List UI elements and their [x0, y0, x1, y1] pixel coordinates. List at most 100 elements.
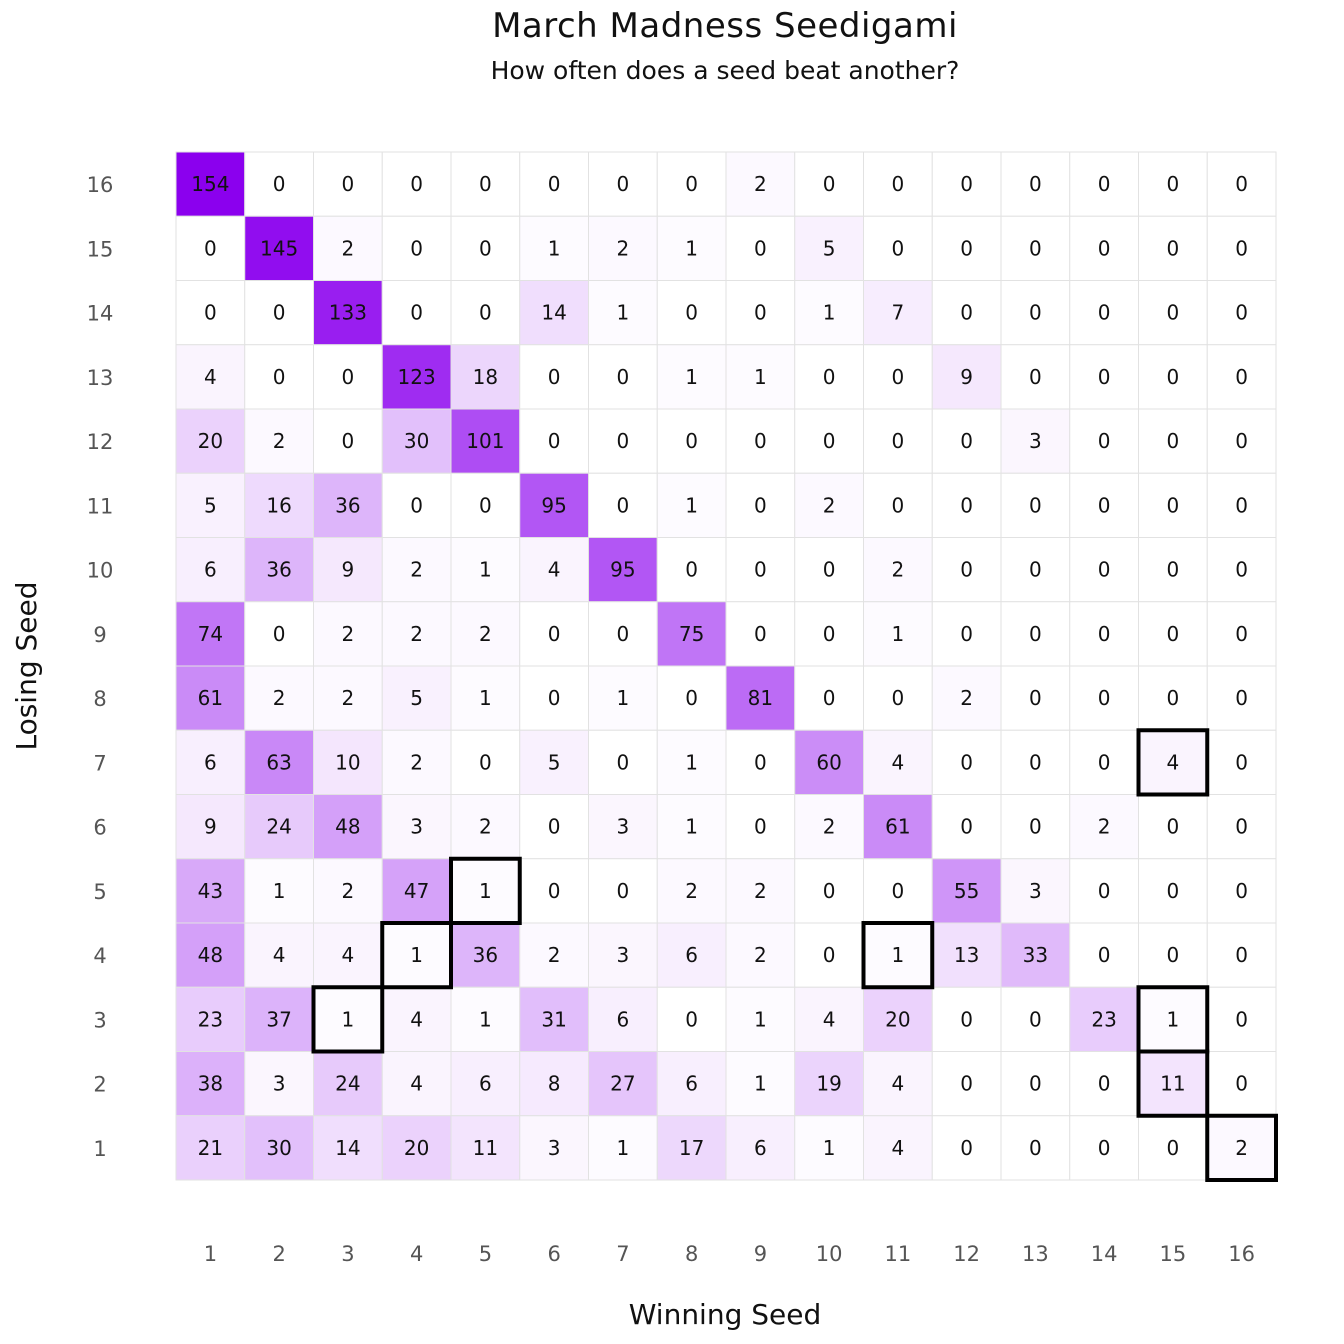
heatmap-cell [1206, 858, 1277, 924]
x-tick-label: 11 [885, 1242, 912, 1266]
cell-value-label: 9 [960, 365, 973, 389]
x-tick-label: 6 [547, 1242, 560, 1266]
heatmap-cell [725, 986, 796, 1052]
cell-value-label: 0 [1235, 301, 1248, 325]
cell-value-label: 0 [548, 429, 561, 453]
cell-value-label: 0 [273, 365, 286, 389]
cell-value-label: 0 [1235, 686, 1248, 710]
heatmap-cell [1069, 858, 1139, 924]
cell-value-label: 0 [1029, 172, 1042, 196]
cell-value-label: 2 [410, 750, 423, 774]
cell-value-label: 4 [204, 365, 217, 389]
heatmap-cell [1206, 986, 1277, 1052]
heatmap-cell [244, 1115, 314, 1181]
cell-value-label: 0 [617, 622, 630, 646]
y-tick-label: 9 [93, 623, 106, 647]
heatmap-cell [863, 1051, 933, 1117]
y-tick-label: 14 [87, 302, 114, 326]
heatmap-cell [1206, 472, 1277, 538]
cell-value-label: 0 [1029, 750, 1042, 774]
heatmap-cell [1000, 1115, 1071, 1181]
heatmap-cell [588, 729, 658, 795]
heatmap-cell [175, 665, 246, 731]
cell-value-label: 1 [892, 943, 905, 967]
cell-value-label: 0 [960, 1072, 973, 1096]
heatmap-cell [794, 922, 864, 988]
heatmap-cell [1138, 1051, 1208, 1117]
heatmap-cell [1069, 215, 1139, 281]
heatmap-cell [1138, 1115, 1208, 1181]
cell-value-label: 2 [342, 879, 355, 903]
y-tick-label: 7 [93, 751, 106, 775]
cell-value-label: 0 [754, 493, 767, 517]
cell-value-label: 0 [685, 301, 698, 325]
cell-value-label: 9 [204, 815, 217, 839]
cell-value-label: 0 [823, 686, 836, 710]
cell-value-label: 133 [329, 301, 367, 325]
x-axis-ticks: 1 2 3 4 5 6 7 8 9 10 11 12 13 14 15 16 [204, 1242, 1255, 1266]
heatmap-cell [656, 215, 727, 281]
x-tick-label: 12 [953, 1242, 980, 1266]
heatmap-cell [794, 729, 864, 795]
heatmap-cell [794, 408, 864, 474]
y-tick-label: 6 [93, 816, 106, 840]
heatmap-cell [1000, 794, 1071, 860]
heatmap-cell [1000, 729, 1071, 795]
heatmap-cell [381, 472, 452, 538]
heatmap-cell [1000, 408, 1071, 474]
cell-value-label: 3 [548, 1136, 561, 1160]
heatmap-cell [794, 1115, 864, 1181]
heatmap-cell [656, 151, 727, 217]
heatmap-cell [588, 408, 658, 474]
cell-value-label: 0 [1235, 493, 1248, 517]
cell-value-label: 0 [410, 172, 423, 196]
heatmap-cell [1206, 729, 1277, 795]
cell-value-label: 1 [342, 1007, 355, 1031]
heatmap-cell [1069, 729, 1139, 795]
cell-value-label: 30 [266, 1136, 291, 1160]
cell-value-label: 61 [885, 815, 910, 839]
cell-value-label: 61 [198, 686, 223, 710]
cell-value-label: 0 [617, 365, 630, 389]
cell-value-label: 38 [198, 1072, 223, 1096]
heatmap-cell [1206, 601, 1277, 667]
cell-value-label: 0 [960, 301, 973, 325]
cell-value-label: 48 [335, 815, 360, 839]
cell-value-label: 0 [823, 879, 836, 903]
heatmap-cell [1069, 794, 1139, 860]
cell-value-label: 0 [754, 750, 767, 774]
cell-value-label: 0 [410, 236, 423, 260]
y-tick-label: 11 [87, 494, 114, 518]
heatmap-cell [863, 858, 933, 924]
cell-value-label: 11 [473, 1136, 498, 1160]
cell-value-label: 2 [342, 686, 355, 710]
heatmap-cell [175, 858, 246, 924]
heatmap-cell [794, 858, 864, 924]
cell-value-label: 2 [617, 236, 630, 260]
cell-value-label: 0 [685, 1007, 698, 1031]
cell-value-label: 0 [410, 493, 423, 517]
heatmap-cell [519, 1115, 589, 1181]
heatmap-cell [725, 1115, 796, 1181]
cell-value-label: 33 [1023, 943, 1048, 967]
y-axis-label: Losing Seed [10, 581, 43, 750]
cell-value-label: 0 [1098, 622, 1111, 646]
cell-value-label: 0 [479, 301, 492, 325]
heatmap-cell [656, 280, 727, 346]
cell-value-label: 0 [960, 429, 973, 453]
cell-value-label: 23 [198, 1007, 223, 1031]
x-tick-label: 16 [1228, 1242, 1255, 1266]
cell-value-label: 1 [754, 365, 767, 389]
x-tick-label: 1 [204, 1242, 217, 1266]
cell-value-label: 30 [404, 429, 429, 453]
heatmap-cell [381, 729, 452, 795]
cell-value-label: 0 [1167, 879, 1180, 903]
heatmap-cell [381, 280, 452, 346]
heatmap-cell [794, 151, 864, 217]
heatmap-cell [588, 344, 658, 410]
cell-value-label: 0 [1029, 815, 1042, 839]
heatmap-cell [931, 601, 1002, 667]
cell-value-label: 0 [960, 1007, 973, 1031]
heatmap-cell [1069, 1115, 1139, 1181]
cell-value-label: 2 [823, 493, 836, 517]
